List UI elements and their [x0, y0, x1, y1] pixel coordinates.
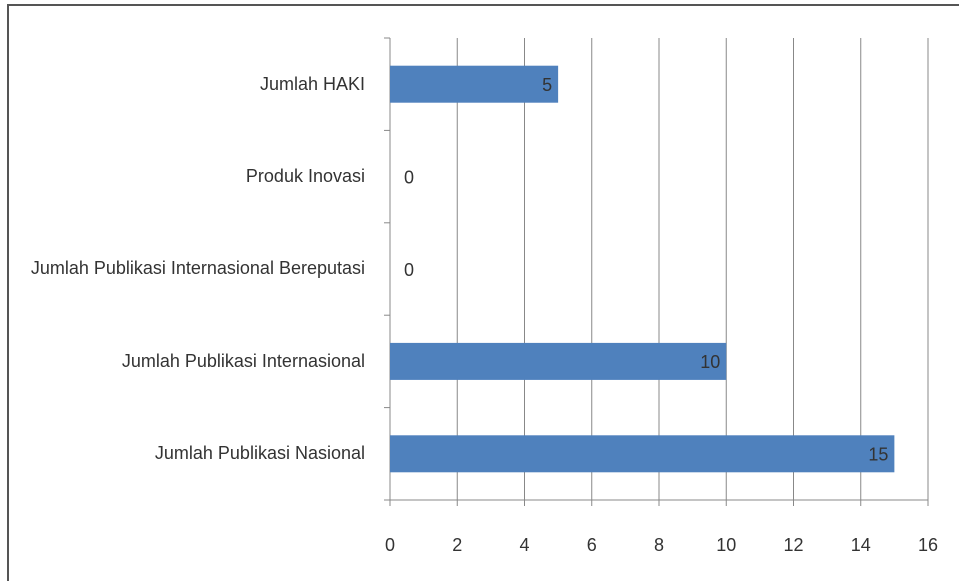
category-label-wrap: Jumlah HAKI	[30, 38, 365, 130]
data-label: 0	[404, 260, 414, 280]
category-label-wrap: Produk Inovasi	[30, 130, 365, 222]
x-tick-label: 10	[716, 535, 736, 555]
x-tick-label: 2	[452, 535, 462, 555]
y-tick-label: Jumlah HAKI	[259, 73, 365, 94]
category-label-box: Jumlah Publikasi Internasional	[30, 315, 365, 407]
x-tick-label: 16	[918, 535, 938, 555]
x-tick-label: 0	[385, 535, 395, 555]
x-tick-label: 6	[587, 535, 597, 555]
bar	[390, 65, 559, 103]
y-tick-label: Jumlah Publikasi Nasional	[154, 443, 365, 464]
category-label-wrap: Jumlah Publikasi Internasional Bereputas…	[30, 223, 365, 315]
bar	[390, 435, 895, 473]
chart-frame	[7, 4, 959, 581]
data-label: 15	[868, 445, 888, 465]
category-label-box: Jumlah HAKI	[30, 38, 365, 130]
category-label-box: Jumlah Publikasi Nasional	[30, 408, 365, 500]
x-tick-label: 12	[783, 535, 803, 555]
y-tick-label: Jumlah Publikasi Internasional	[121, 350, 365, 371]
data-label: 5	[542, 75, 552, 95]
category-label-wrap: Jumlah Publikasi Nasional	[30, 408, 365, 500]
category-label-wrap: Jumlah Publikasi Internasional	[30, 315, 365, 407]
category-label-box: Produk Inovasi	[30, 130, 365, 222]
x-tick-label: 4	[519, 535, 529, 555]
data-label: 10	[700, 352, 720, 372]
y-tick-label: Jumlah Publikasi Internasional Bereputas…	[30, 258, 365, 279]
x-tick-label: 8	[654, 535, 664, 555]
y-tick-label: Produk Inovasi	[245, 165, 365, 186]
x-tick-label: 14	[851, 535, 871, 555]
bar	[390, 342, 727, 380]
data-label: 0	[404, 167, 414, 187]
category-label-box: Jumlah Publikasi Internasional Bereputas…	[30, 223, 365, 315]
